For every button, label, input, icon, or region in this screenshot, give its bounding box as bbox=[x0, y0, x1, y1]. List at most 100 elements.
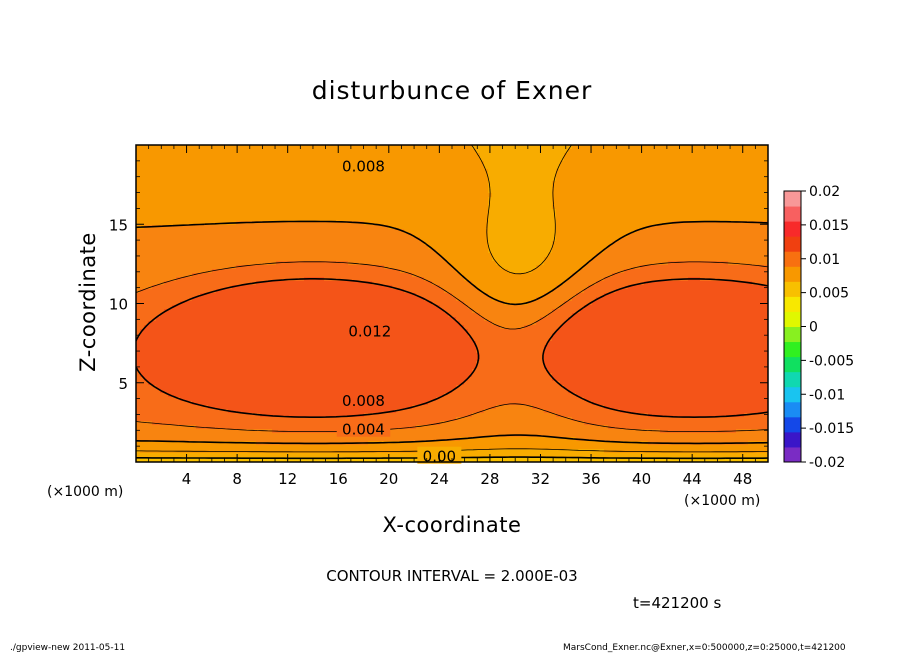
contour-cell bbox=[296, 185, 301, 190]
contour-cell bbox=[336, 229, 341, 234]
contour-cell bbox=[348, 189, 353, 194]
contour-cell bbox=[544, 197, 549, 202]
contour-cell bbox=[268, 217, 273, 222]
contour-cell bbox=[652, 217, 657, 222]
contour-cell bbox=[212, 261, 217, 266]
contour-cell bbox=[328, 181, 333, 186]
contour-cell bbox=[204, 209, 209, 214]
contour-cell bbox=[624, 149, 629, 154]
contour-cell bbox=[448, 149, 453, 154]
contour-cell bbox=[620, 149, 625, 154]
contour-cell bbox=[288, 225, 293, 230]
contour-cell bbox=[200, 169, 205, 174]
contour-cell bbox=[632, 165, 637, 170]
contour-cell bbox=[312, 169, 317, 174]
contour-cell bbox=[336, 249, 341, 254]
contour-cell bbox=[328, 269, 333, 274]
contour-cell bbox=[340, 257, 345, 262]
contour-cell bbox=[184, 249, 189, 254]
contour-cell bbox=[752, 205, 757, 210]
contour-cell bbox=[312, 205, 317, 210]
contour-cell bbox=[140, 165, 145, 170]
contour-cell bbox=[288, 153, 293, 158]
contour-cell bbox=[724, 161, 729, 166]
contour-cell bbox=[504, 201, 509, 206]
contour-cell bbox=[440, 165, 445, 170]
contour-cell bbox=[380, 181, 385, 186]
contour-cell bbox=[648, 177, 653, 182]
contour-cell bbox=[516, 157, 521, 162]
contour-cell bbox=[756, 257, 761, 262]
contour-cell bbox=[524, 265, 529, 270]
contour-cell bbox=[572, 181, 577, 186]
contour-cell bbox=[260, 157, 265, 162]
contour-cell bbox=[536, 261, 541, 266]
contour-cell bbox=[360, 257, 365, 262]
contour-cell bbox=[276, 165, 281, 170]
contour-cell bbox=[272, 249, 277, 254]
contour-cell bbox=[336, 257, 341, 262]
contour-cell bbox=[528, 201, 533, 206]
contour-cell bbox=[308, 217, 313, 222]
contour-cell bbox=[712, 257, 717, 262]
contour-cell bbox=[644, 241, 649, 246]
contour-cell bbox=[744, 213, 749, 218]
contour-cell bbox=[716, 233, 721, 238]
contour-cell bbox=[152, 189, 157, 194]
contour-cell bbox=[360, 217, 365, 222]
contour-cell bbox=[436, 185, 441, 190]
contour-cell bbox=[492, 189, 497, 194]
contour-cell bbox=[488, 257, 493, 262]
contour-cell bbox=[632, 189, 637, 194]
contour-cell bbox=[316, 245, 321, 250]
contour-cell bbox=[644, 237, 649, 242]
contour-cell bbox=[256, 197, 261, 202]
contour-cell bbox=[560, 209, 565, 214]
contour-cell bbox=[556, 253, 561, 258]
contour-cell bbox=[628, 161, 633, 166]
contour-cell bbox=[460, 169, 465, 174]
contour-cell bbox=[448, 225, 453, 230]
contour-cell bbox=[540, 169, 545, 174]
contour-cell bbox=[748, 217, 753, 222]
contour-cell bbox=[396, 177, 401, 182]
contour-cell bbox=[220, 261, 225, 266]
contour-cell bbox=[424, 209, 429, 214]
contour-cell bbox=[668, 181, 673, 186]
contour-cell bbox=[592, 153, 597, 158]
contour-cell bbox=[352, 185, 357, 190]
contour-cell bbox=[400, 177, 405, 182]
contour-cell bbox=[608, 185, 613, 190]
contour-cell bbox=[604, 201, 609, 206]
contour-cell bbox=[368, 193, 373, 198]
contour-cell bbox=[496, 249, 501, 254]
contour-cell bbox=[644, 189, 649, 194]
contour-cell bbox=[400, 253, 405, 258]
contour-cell bbox=[536, 249, 541, 254]
contour-cell bbox=[228, 201, 233, 206]
contour-cell bbox=[752, 229, 757, 234]
contour-cell bbox=[732, 265, 737, 270]
contour-cell bbox=[272, 201, 277, 206]
contour-cell bbox=[720, 173, 725, 178]
contour-cell bbox=[632, 261, 637, 266]
contour-cell bbox=[720, 265, 725, 270]
contour-cell bbox=[164, 245, 169, 250]
contour-cell bbox=[568, 153, 573, 158]
contour-cell bbox=[420, 221, 425, 226]
contour-cell bbox=[172, 261, 177, 266]
contour-cell bbox=[360, 233, 365, 238]
contour-cell bbox=[576, 241, 581, 246]
contour-cell bbox=[288, 193, 293, 198]
contour-cell bbox=[356, 197, 361, 202]
contour-cell bbox=[700, 189, 705, 194]
contour-cell bbox=[580, 205, 585, 210]
contour-cell bbox=[480, 153, 485, 158]
contour-cell bbox=[304, 261, 309, 266]
contour-cell bbox=[716, 157, 721, 162]
contour-cell bbox=[252, 245, 257, 250]
contour-cell bbox=[248, 229, 253, 234]
contour-cell bbox=[500, 261, 505, 266]
contour-cell bbox=[280, 241, 285, 246]
contour-cell bbox=[364, 153, 369, 158]
